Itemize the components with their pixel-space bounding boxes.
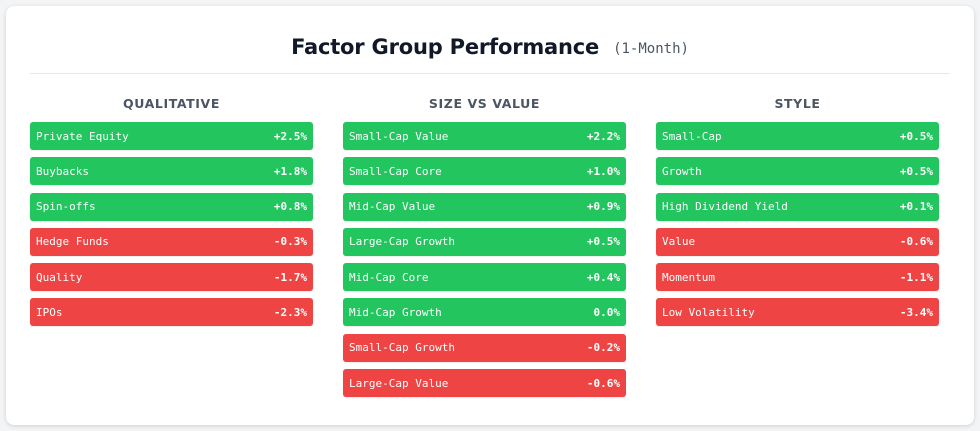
factor-value: +0.9%	[586, 200, 620, 214]
factor-label: Small-Cap Value	[349, 129, 449, 143]
factor-row: Large-Cap Value -0.6%	[343, 369, 626, 398]
factor-value: -2.3%	[273, 305, 307, 319]
factor-row: Low Volatility -3.4%	[656, 298, 939, 327]
factor-label: Buybacks	[36, 164, 89, 178]
factor-value: 0.0%	[593, 305, 621, 319]
performance-card: Factor Group Performance (1-Month) QUALI…	[6, 6, 974, 425]
factor-row: Mid-Cap Core +0.4%	[343, 263, 626, 292]
factor-value: -0.6%	[899, 235, 933, 249]
factor-row: Value -0.6%	[656, 227, 939, 256]
factor-row: Large-Cap Growth +0.5%	[343, 227, 626, 256]
factor-group-size-vs-value: SIZE VS VALUE Small-Cap Value +2.2% Small-…	[343, 94, 626, 404]
factor-value: -1.1%	[899, 270, 933, 284]
factor-value: +0.5%	[899, 164, 933, 178]
factor-row: Small-Cap Value +2.2%	[343, 122, 626, 150]
factor-value: -0.3%	[273, 235, 307, 249]
factor-label: Mid-Cap Value	[349, 200, 436, 214]
group-rows: Private Equity +2.5% Buybacks +1.8% Spin-off…	[30, 122, 313, 327]
factor-row: Mid-Cap Value +0.9%	[343, 192, 626, 221]
factor-row: Momentum -1.1%	[656, 263, 939, 292]
factor-label: Small-Cap Core	[349, 164, 442, 178]
factor-row: Spin-offs +0.8%	[30, 192, 313, 221]
factor-value: +0.4%	[586, 270, 620, 284]
factor-row: IPOs -2.3%	[30, 298, 313, 327]
group-rows: Small-Cap +0.5% Growth +0.5% High Dividend Y…	[656, 122, 939, 327]
factor-value: +1.8%	[273, 164, 307, 178]
factor-label: High Dividend Yield	[662, 200, 788, 214]
factor-value: +0.1%	[899, 200, 933, 214]
factor-value: -0.2%	[586, 341, 620, 355]
factor-label: Large-Cap Growth	[349, 235, 455, 249]
factor-row: Buybacks +1.8%	[30, 157, 313, 186]
factor-row: High Dividend Yield +0.1%	[656, 192, 939, 221]
factor-label: Momentum	[662, 270, 715, 284]
factor-value: +2.2%	[586, 129, 620, 143]
factor-label: Small-Cap Growth	[349, 341, 455, 355]
factor-row: Small-Cap Core +1.0%	[343, 157, 626, 186]
factor-label: Mid-Cap Growth	[349, 305, 442, 319]
factor-label: Value	[662, 235, 696, 249]
factor-value: +0.8%	[273, 200, 307, 214]
factor-row: Mid-Cap Growth 0.0%	[343, 298, 626, 327]
factor-value: +1.0%	[586, 164, 620, 178]
page-subtitle: (1-Month)	[613, 40, 689, 57]
factor-row: Small-Cap +0.5%	[656, 122, 939, 150]
factor-label: Low Volatility	[662, 305, 755, 319]
factor-row: Hedge Funds -0.3%	[30, 227, 313, 256]
page-title: Factor Group Performance	[291, 34, 600, 59]
group-rows: Small-Cap Value +2.2% Small-Cap Core +1.0% M…	[343, 122, 626, 398]
factor-value: -3.4%	[899, 305, 933, 319]
group-title: QUALITATIVE	[123, 96, 220, 111]
factor-row: Growth +0.5%	[656, 157, 939, 186]
factor-row: Small-Cap Growth -0.2%	[343, 333, 626, 362]
factor-label: Spin-offs	[36, 200, 96, 214]
factor-group-style: STYLE Small-Cap +0.5% Growth +0.5% High Divi…	[656, 94, 939, 334]
factor-group-qualitative: QUALITATIVE Private Equity +2.5% Buybacks +…	[30, 94, 313, 334]
factor-row: Private Equity +2.5%	[30, 122, 313, 150]
factor-label: Small-Cap	[662, 129, 722, 143]
factor-label: Private Equity	[36, 129, 129, 143]
factor-value: +2.5%	[273, 129, 307, 143]
factor-label: Growth	[662, 164, 702, 178]
card-header: Factor Group Performance (1-Month)	[30, 6, 950, 74]
factor-row: Quality -1.7%	[30, 263, 313, 292]
factor-label: Hedge Funds	[36, 235, 109, 249]
factor-value: -0.6%	[586, 376, 620, 390]
factor-label: Quality	[36, 270, 83, 284]
factor-label: IPOs	[36, 305, 63, 319]
group-title: SIZE VS VALUE	[428, 96, 541, 111]
factor-label: Mid-Cap Core	[349, 270, 429, 284]
factor-value: +0.5%	[586, 235, 620, 249]
factor-label: Large-Cap Value	[349, 376, 449, 390]
factor-value: +0.5%	[899, 129, 933, 143]
factor-value: -1.7%	[273, 270, 307, 284]
group-title: STYLE	[774, 96, 821, 111]
